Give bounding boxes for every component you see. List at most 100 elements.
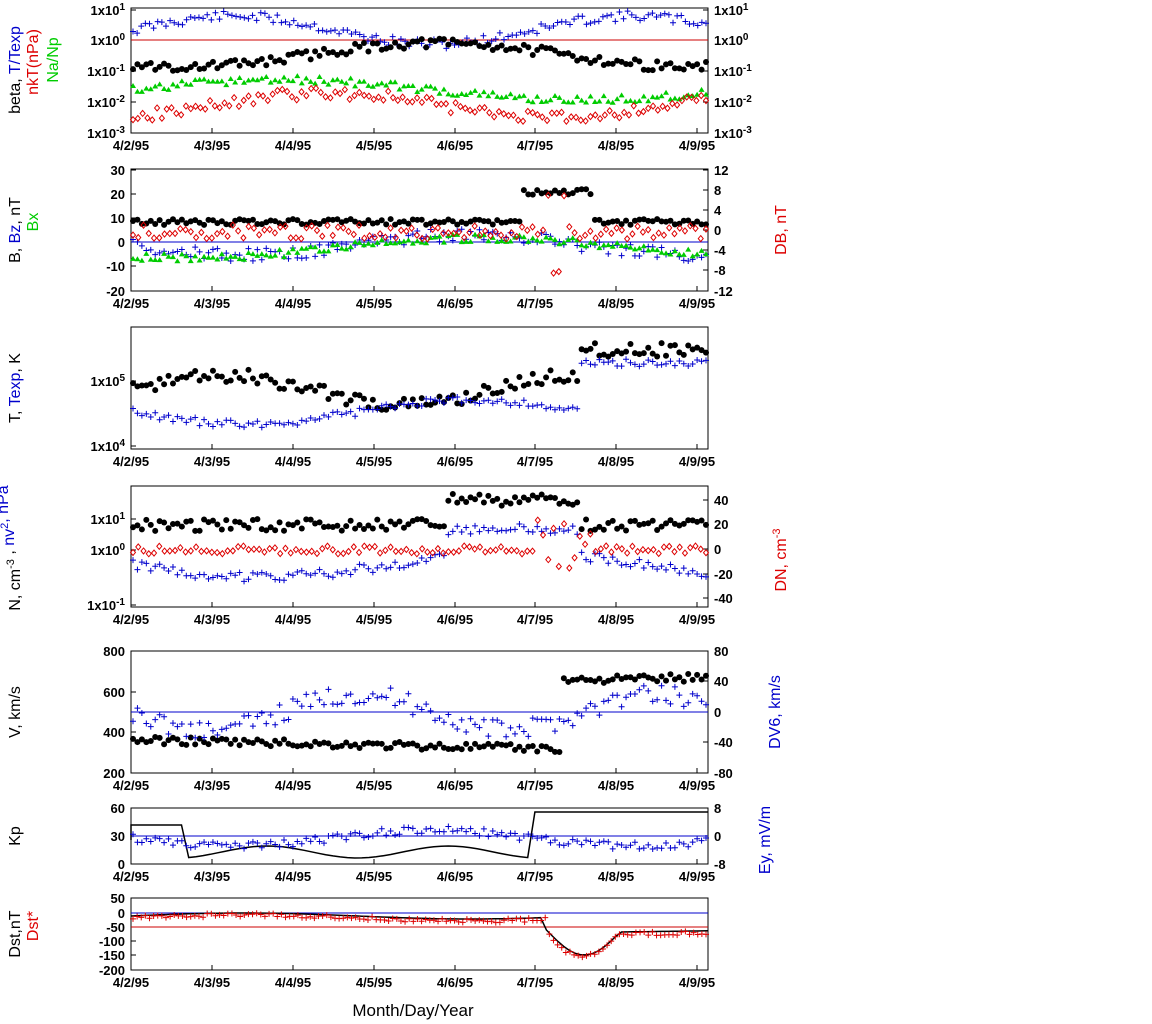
mark-t (476, 391, 483, 398)
mark-db (608, 229, 615, 238)
mark-dn (129, 548, 137, 557)
mark-v (423, 745, 430, 752)
mark-bx (307, 244, 314, 250)
mark-texp (538, 401, 545, 408)
mark-b (174, 219, 181, 226)
mark-ey (227, 844, 234, 851)
mark-dst-star (294, 912, 301, 919)
mark-n (614, 525, 621, 532)
mark-n (356, 522, 363, 529)
mark-t-texp (336, 30, 343, 37)
mark-dst-star (303, 914, 310, 921)
mark-nv2 (329, 574, 336, 581)
mark-dst-star (501, 917, 508, 924)
mark-na-np (227, 76, 234, 82)
mark-na-np (214, 78, 221, 84)
mark-dst-star (468, 916, 475, 923)
mark-beta (405, 41, 412, 48)
mark-v (165, 737, 172, 744)
mark-ey (618, 842, 625, 849)
mark-texp (703, 357, 709, 364)
x-tick-label: 4/2/95 (113, 869, 149, 884)
mark-dv6 (400, 698, 407, 705)
mark-ey (276, 843, 283, 850)
mark-dst-star (620, 930, 627, 937)
mark-dv6 (645, 687, 652, 694)
mark-na-np (360, 78, 367, 84)
mark-beta (400, 45, 407, 52)
mark-bx (369, 242, 376, 248)
mark-t-texp (179, 21, 186, 28)
mark-n (383, 526, 390, 533)
mark-dst-star (599, 946, 606, 953)
mark-dn (413, 549, 421, 558)
mark-db (545, 191, 552, 200)
mark-na-np (525, 98, 532, 104)
mark-texp (312, 416, 319, 423)
y-tick-label: 1x10-1 (87, 63, 125, 79)
mark-bz (263, 245, 270, 252)
mark-nv2 (565, 527, 572, 534)
mark-t (383, 406, 390, 413)
mark-v (227, 740, 234, 747)
mark-bx (276, 246, 283, 252)
mark-v (498, 741, 505, 748)
mark-t-texp (657, 12, 664, 19)
mark-n (165, 525, 172, 532)
mark-nv2 (472, 522, 479, 529)
mark-texp (694, 357, 701, 364)
mark-nv2 (263, 570, 270, 577)
mark-t (623, 348, 630, 355)
mark-t (316, 382, 323, 389)
mark-t-texp (579, 13, 586, 20)
mark-dn (145, 549, 152, 558)
mark-beta (205, 61, 212, 68)
mark-texp (671, 362, 678, 369)
mark-texp (147, 413, 154, 420)
mark-beta (512, 45, 518, 52)
mark-beta (192, 60, 199, 67)
mark-nv2 (138, 559, 145, 566)
mark-na-np (134, 88, 141, 94)
mark-n (423, 517, 430, 524)
mark-texp (618, 363, 625, 370)
mark-bx (267, 253, 274, 259)
mark-ey (560, 842, 567, 849)
mark-nv2 (289, 572, 296, 579)
mark-nkt (216, 103, 223, 112)
mark-n (618, 523, 625, 530)
mark-bx (152, 256, 159, 262)
mark-nkt (327, 94, 334, 102)
x-tick-label: 4/2/95 (113, 454, 149, 469)
mark-v (312, 738, 319, 745)
mark-dn (671, 547, 678, 556)
mark-db (503, 235, 510, 243)
x-tick-label: 4/4/95 (275, 454, 311, 469)
mark-b (192, 217, 199, 224)
mark-nkt (298, 88, 305, 96)
mark-dn (503, 547, 510, 555)
mark-nkt (645, 104, 652, 113)
mark-t (427, 401, 434, 408)
mark-dst-star (517, 915, 524, 922)
mark-nv2 (147, 567, 154, 574)
mark-dn (166, 547, 173, 555)
mark-bx (658, 249, 665, 255)
mark-na-np (392, 79, 399, 85)
mark-dv6 (454, 725, 461, 732)
mark-db (513, 232, 520, 241)
mark-dn (629, 542, 636, 551)
mark-beta (161, 60, 168, 67)
mark-v (703, 672, 709, 679)
mark-t (352, 391, 359, 398)
mark-na-np (596, 98, 603, 104)
mark-b (520, 187, 527, 194)
mark-na-np (249, 76, 256, 82)
mark-dv6 (636, 686, 643, 693)
mark-nv2 (254, 571, 261, 578)
mark-beta (418, 36, 425, 43)
mark-t (556, 376, 563, 383)
mark-db (471, 222, 478, 230)
mark-dn (618, 545, 626, 553)
mark-db (660, 231, 668, 239)
